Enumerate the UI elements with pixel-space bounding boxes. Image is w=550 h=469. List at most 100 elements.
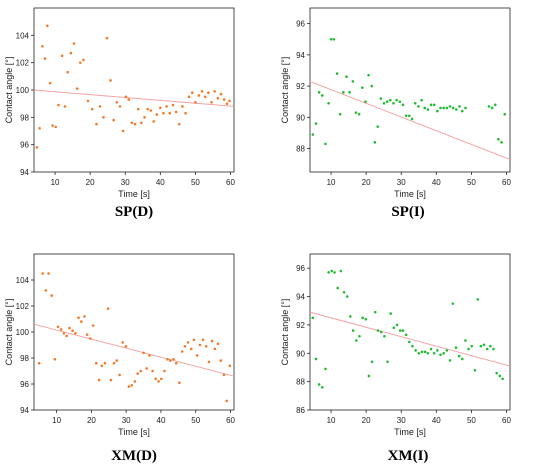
data-point [74, 332, 77, 335]
data-point [451, 106, 455, 110]
x-tick-label: 50 [467, 178, 476, 187]
data-point [35, 146, 39, 149]
data-point [47, 272, 50, 275]
x-tick-label: 20 [87, 416, 96, 425]
data-point [455, 108, 458, 111]
data-point [163, 369, 166, 373]
trend-line [33, 323, 235, 377]
data-point [222, 98, 226, 101]
data-point [112, 118, 115, 122]
data-point [336, 286, 340, 290]
data-point [210, 339, 214, 343]
data-point [373, 141, 377, 144]
data-point [467, 347, 470, 351]
data-point [140, 121, 143, 125]
data-point [503, 112, 507, 116]
data-point [207, 360, 211, 364]
chart-xm-i: 10 20 30 40 50 60 86 88 90 92 94 96 Time [s] Contact … [280, 253, 511, 437]
x-tick-label: 40 [156, 178, 165, 187]
data-point [162, 111, 165, 115]
data-point [398, 100, 402, 104]
data-point [423, 106, 427, 110]
data-point [181, 105, 184, 108]
data-point [487, 105, 491, 108]
data-point [327, 271, 330, 274]
chart-sp-i: 10 20 30 40 50 60 88 90 92 94 96 Time [s] Contact an… [280, 7, 511, 199]
data-point [98, 105, 102, 108]
y-tick-label: 102 [16, 302, 30, 311]
data-point [345, 75, 348, 79]
data-point [426, 108, 430, 111]
data-point [439, 353, 442, 356]
data-point [351, 80, 355, 83]
data-point [121, 129, 125, 133]
panel-label-xm-d: XM(D) [111, 448, 157, 464]
x-tick-label: 30 [122, 416, 131, 425]
data-point [225, 102, 229, 105]
data-point [115, 101, 119, 104]
data-point [482, 343, 486, 347]
data-point [495, 371, 498, 375]
data-point [118, 105, 122, 108]
data-point [492, 347, 495, 351]
data-point [426, 351, 430, 355]
y-tick-label: 86 [296, 406, 305, 415]
data-point [401, 103, 405, 107]
data-point [183, 345, 187, 348]
data-point [464, 339, 467, 342]
data-point [364, 317, 368, 321]
data-point [361, 316, 364, 320]
data-point [404, 114, 408, 118]
data-point [383, 334, 386, 338]
y-tick-label: 104 [16, 31, 30, 40]
data-point [470, 344, 474, 348]
data-point [370, 360, 374, 364]
data-point [72, 42, 76, 45]
data-point [151, 369, 154, 373]
chart-xm-d: 10 20 30 40 50 60 94 96 98 100 102 104 Time [s] Conta… [4, 253, 236, 437]
data-point [54, 125, 58, 129]
data-point [66, 70, 69, 74]
data-point [342, 290, 346, 294]
data-point [213, 347, 217, 351]
data-point [225, 399, 228, 403]
x-tick-label: 10 [51, 178, 60, 187]
data-point [354, 111, 358, 114]
data-point [136, 107, 140, 111]
x-tick-label: 40 [432, 178, 441, 187]
data-point [152, 120, 155, 123]
data-point [345, 295, 349, 298]
data-point [367, 73, 370, 77]
data-point [203, 95, 207, 99]
data-point [90, 107, 94, 111]
data-point [41, 272, 44, 275]
data-point [398, 329, 402, 332]
data-point [165, 105, 168, 108]
y-tick-label: 96 [296, 20, 305, 29]
x-tick-label: 30 [397, 178, 406, 187]
x-tick-label: 50 [467, 416, 476, 425]
data-point [460, 357, 464, 361]
y-tick-label: 88 [296, 145, 305, 154]
data-point [464, 106, 467, 110]
data-point [194, 101, 197, 104]
x-tick-label: 40 [157, 416, 166, 425]
data-point [436, 349, 439, 352]
data-point [130, 384, 134, 387]
data-point [62, 332, 66, 335]
data-point [82, 58, 85, 62]
data-point [142, 351, 145, 355]
data-point [458, 105, 461, 108]
trend-line [309, 311, 511, 367]
data-point [432, 351, 436, 355]
data-point [133, 122, 137, 126]
panel-label-sp-d: SP(D) [114, 204, 154, 220]
y-tick-label: 92 [296, 321, 305, 330]
data-point [228, 99, 231, 103]
data-point [451, 302, 455, 305]
data-point [197, 94, 201, 97]
data-point [56, 325, 60, 329]
data-point [51, 124, 54, 127]
data-point [329, 37, 333, 41]
data-point [500, 141, 503, 144]
